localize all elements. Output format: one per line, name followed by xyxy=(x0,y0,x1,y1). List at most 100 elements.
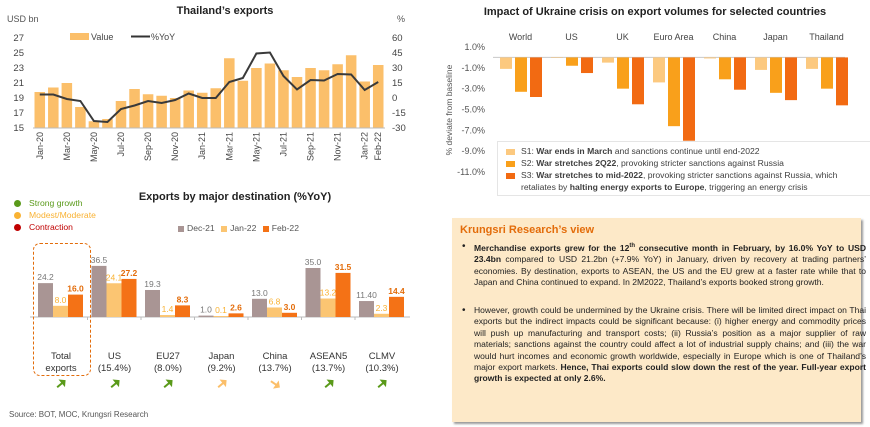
chart1-bar-Mar-20 xyxy=(61,83,73,128)
legend-text-s3: , provoking stricter sanctions against R… xyxy=(642,170,838,180)
chart1-bar-Jan-21 xyxy=(196,92,208,128)
chart3-data-label-4-feb-22: 3.0 xyxy=(284,302,296,312)
chart1-title: Thailand’s exports xyxy=(176,5,274,17)
chart2-category-label: US xyxy=(565,32,578,42)
chart2-bar-japan-s1 xyxy=(755,57,767,70)
bullet2-bold: Hence, Thai exports could slow down the … xyxy=(474,362,866,384)
status-legend-moderate: Modest/Moderate xyxy=(14,210,96,220)
chart2-bar-china-s3 xyxy=(734,57,746,90)
arrow-shape xyxy=(163,379,173,388)
chart1-x-tick: Mar-20 xyxy=(62,132,72,161)
chart3-data-label-3-jan-22: 0.1 xyxy=(215,305,227,315)
chart3-data-label-1-feb-22: 27.2 xyxy=(121,268,138,278)
status-legend-contraction: Contraction xyxy=(14,222,73,232)
chart1-left-tick: 25 xyxy=(13,48,24,59)
chart1-legend-label-yoy: %YoY xyxy=(151,32,175,42)
chart2-bar-thailand-s1 xyxy=(806,57,818,69)
chart1-bar-Jan-22 xyxy=(359,81,370,128)
chart2-bar-euro-area-s1 xyxy=(653,57,665,83)
legend-label-jan22: Jan-22 xyxy=(230,223,257,233)
status-dot-contraction xyxy=(14,224,21,232)
chart2-bar-uk-s3 xyxy=(632,57,644,105)
chart3-bar-3-feb-22 xyxy=(228,313,244,317)
chart2-category-label: Thailand xyxy=(809,32,844,42)
status-label-contraction: Contraction xyxy=(29,222,73,232)
status-label-strong: Strong growth xyxy=(29,198,83,208)
arrow-shape xyxy=(56,379,66,388)
chart2-category-label: China xyxy=(713,32,737,42)
chart2-bar-japan-s3 xyxy=(785,57,797,101)
chart3-data-label-2-jan-22: 1.4 xyxy=(162,304,174,314)
chart3-data-label-0-dec-21: 24.2 xyxy=(37,272,54,282)
chart1-right-tick: 45 xyxy=(392,48,403,59)
category-share: (13.7%) xyxy=(311,363,346,374)
legend-id-s3: S3 xyxy=(521,170,532,180)
chart2-title: Impact of Ukraine crisis on export volum… xyxy=(483,6,827,18)
category-share: exports xyxy=(45,363,77,374)
chart3-bar-3-jan-22 xyxy=(213,316,229,317)
legend-item-s3: S3: War stretches to mid-2022, provoking… xyxy=(506,170,837,180)
arrow-down-right-icon xyxy=(270,380,280,389)
chart2-category-label: Euro Area xyxy=(653,32,693,42)
chart3-bar-3-dec-21 xyxy=(198,315,214,317)
chart1-left-tick: 21 xyxy=(13,78,24,89)
chart1-bar-May-21 xyxy=(251,68,262,128)
chart2-bar-thailand-s2 xyxy=(821,57,833,89)
chart2-category-label: Japan xyxy=(763,32,788,42)
chart2-y-tick: -11.0% xyxy=(457,167,485,177)
legend-swatch-s3 xyxy=(506,172,515,179)
chart3-bar-0-dec-21 xyxy=(38,283,53,317)
chart1-x-tick: May-21 xyxy=(251,132,261,162)
chart2-y-tick: -5.0% xyxy=(461,105,485,115)
chart3-category-label: CLMV (10.3%) xyxy=(352,351,412,375)
chart2-bar-china-s2 xyxy=(719,57,731,80)
chart3-bar-1-feb-22 xyxy=(121,278,137,317)
chart3-bar-5-feb-22 xyxy=(335,272,351,317)
chart1-bar-Jun-20 xyxy=(102,119,113,128)
chart2-category-label: UK xyxy=(616,32,629,42)
chart1-bar-Dec-21 xyxy=(345,55,357,128)
category-share: (9.2%) xyxy=(207,363,236,374)
arrow-up-right-icon xyxy=(56,379,66,388)
chart1-bar-May-20 xyxy=(88,121,100,128)
arrow-up-right-icon xyxy=(324,379,334,388)
chart2-plot: 1.0% -1.0% -3.0% -5.0% -7.0% -9.0% -11.0% % dev… xyxy=(444,32,848,177)
chart1-bar-Jan-20 xyxy=(34,92,46,128)
bullet1-text: compared to USD 21.2bn (+7.9% YoY) in Ja… xyxy=(474,254,866,288)
legend-bold-s3-l2: halting energy exports to Europe xyxy=(569,182,705,192)
chart1-bar-Sep-21 xyxy=(305,68,316,128)
chart1-x-tick: Jul-21 xyxy=(278,132,288,157)
source-note: Source: BOT, MOC, Krungsri Research xyxy=(9,410,149,419)
status-label-moderate: Modest/Moderate xyxy=(29,210,96,220)
chart3-bar-2-feb-22 xyxy=(175,305,190,317)
chart1-right-tick: -15 xyxy=(392,108,406,119)
chart3-bar-1-jan-22 xyxy=(106,283,122,317)
chart1-left-tick: 15 xyxy=(13,123,24,134)
status-legend-strong: Strong growth xyxy=(14,198,83,208)
chart2-y-tick: 1.0% xyxy=(464,42,485,52)
legend-text-s3-l2b: , triggering an energy crisis xyxy=(704,182,808,192)
chart1-right-axis-unit: % xyxy=(397,14,406,24)
chart2-bar-world-s2 xyxy=(515,57,527,92)
chart3-bar-4-feb-22 xyxy=(282,312,297,317)
category-name: US xyxy=(107,351,122,362)
chart1-x-tick: Mar-21 xyxy=(224,132,234,161)
arrow-shape xyxy=(270,380,280,389)
chart3-data-label-1-dec-21: 36.5 xyxy=(91,255,108,265)
chart2-bar-china-s1 xyxy=(704,57,716,59)
category-share: (13.7%) xyxy=(258,363,292,374)
chart1-right-tick: 30 xyxy=(392,63,403,74)
chart3-bar-6-feb-22 xyxy=(389,296,404,317)
legend-item-s2: S2: War stretches 2Q22, provoking strict… xyxy=(506,158,784,168)
chart2-y-tick: -1.0% xyxy=(461,63,485,73)
chart2-y-tick: -3.0% xyxy=(461,84,485,94)
category-name: China xyxy=(262,351,288,362)
total-exports-highlight xyxy=(33,243,91,376)
category-share: (10.3%) xyxy=(365,363,399,374)
legend-label-feb22: Feb-22 xyxy=(271,223,299,233)
arrow-shape xyxy=(110,379,120,388)
chart3-bar-6-dec-21 xyxy=(359,301,374,317)
chart3-category-label: EU27 (8.0%) xyxy=(138,351,198,375)
chart1-bar-Apr-21 xyxy=(237,80,249,128)
chart3-data-label-4-jan-22: 6.8 xyxy=(269,296,281,306)
